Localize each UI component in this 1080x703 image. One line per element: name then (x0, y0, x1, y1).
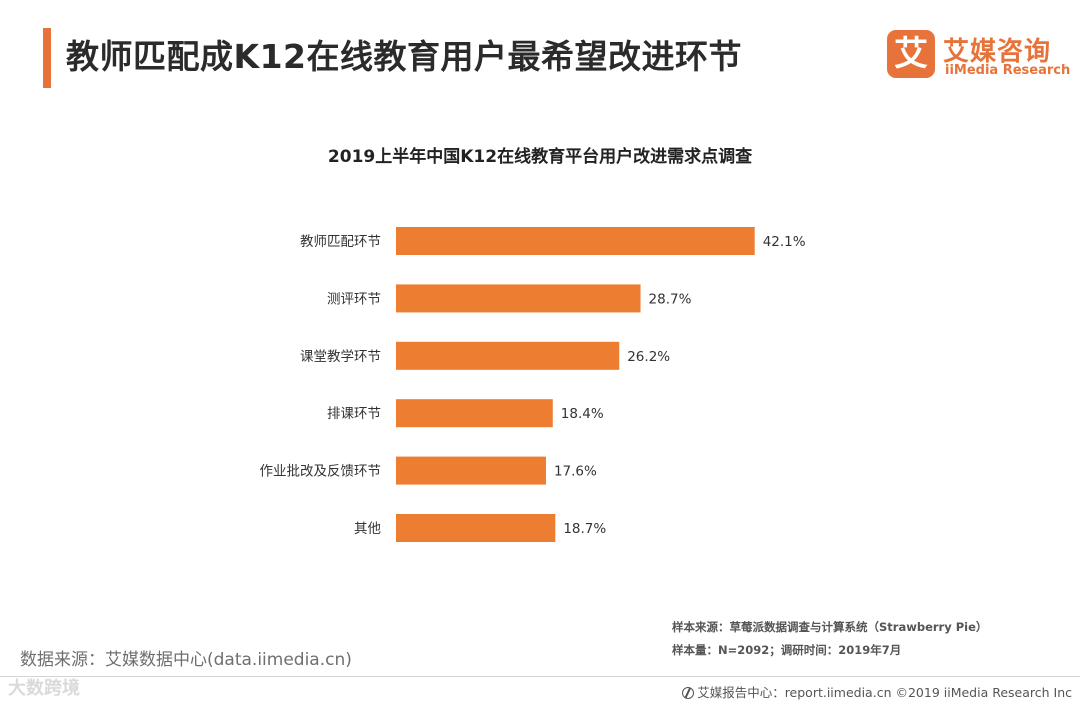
chart-title: 2019上半年中国K12在线教育平台用户改进需求点调查 (327, 147, 753, 167)
logo-mark-icon: 艾 (887, 30, 935, 78)
value-label: 18.4% (561, 406, 604, 422)
bar (396, 399, 553, 428)
report-center-text: 艾媒报告中心：report.iimedia.cn ©2019 iiMedia R… (697, 685, 1072, 700)
logo-chinese-name: 艾媒咨询 (943, 37, 1052, 67)
category-label: 测评环节 (327, 291, 381, 307)
value-label: 42.1% (763, 234, 806, 250)
footer-divider (0, 676, 1080, 677)
sample-size-note: 样本量：N=2092；调研时间：2019年7月 (672, 643, 902, 657)
category-label: 排课环节 (327, 406, 381, 422)
bar (396, 341, 620, 370)
category-label: 课堂教学环节 (300, 349, 381, 365)
category-label: 教师匹配环节 (300, 234, 381, 250)
logo-english-name: iiMedia Research (945, 63, 1071, 78)
report-center-footer: 艾媒报告中心：report.iimedia.cn ©2019 iiMedia R… (682, 682, 1072, 701)
value-label: 18.7% (563, 521, 606, 537)
value-label: 28.7% (649, 291, 692, 307)
watermark: 大数跨境 (8, 678, 80, 699)
bar (396, 227, 755, 255)
page-title: 教师匹配成K12在线教育用户最希望改进环节 (66, 37, 742, 76)
bar (396, 456, 546, 485)
category-label: 其他 (354, 521, 381, 537)
report-center-icon (682, 687, 695, 699)
value-label: 17.6% (554, 464, 597, 480)
value-label: 26.2% (627, 349, 670, 365)
title-accent-bar (43, 28, 51, 88)
bar-chart: 教师匹配环节 42.1% 测评环节 28.7% 课堂教学环节 26.2% 排课环节 18.4%… (260, 227, 806, 542)
sample-source-note: 样本来源：草莓派数据调查与计算系统（Strawberry Pie） (672, 620, 988, 634)
category-label: 作业批改及反馈环节 (260, 464, 382, 480)
data-source: 数据来源：艾媒数据中心(data.iimedia.cn) (20, 650, 352, 670)
bar (396, 514, 556, 542)
bar (396, 284, 641, 313)
iimedia-logo: 艾 艾媒咨询 iiMedia Research (887, 30, 1071, 82)
